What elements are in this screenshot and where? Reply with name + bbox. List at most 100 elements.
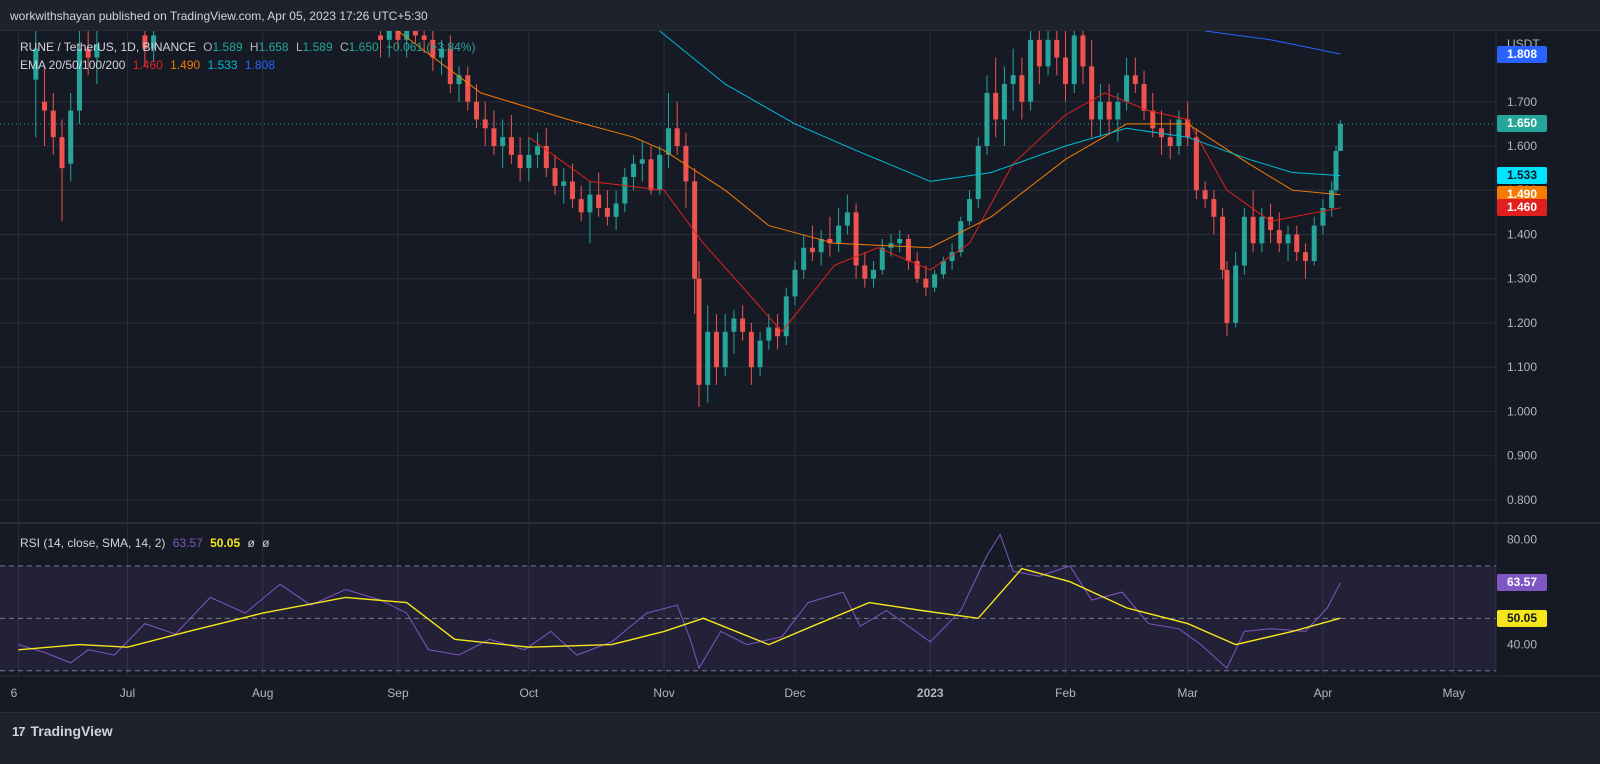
candle-body [967, 199, 973, 222]
y-tick-label: 1.600 [1507, 139, 1537, 153]
candle-body [923, 278, 929, 288]
candle-body [517, 154, 523, 169]
candle-body [757, 340, 763, 368]
candle-body [1150, 110, 1156, 129]
candle-body [1268, 216, 1274, 231]
candle-body [543, 146, 549, 169]
footer: 17 TradingView [0, 712, 1600, 764]
candle-body [1089, 66, 1095, 120]
candle-body [836, 225, 842, 244]
candle-body [914, 261, 920, 279]
candle-body [1233, 265, 1239, 323]
candle-body [1080, 35, 1086, 67]
candle-body [674, 128, 680, 147]
candle-body [1036, 39, 1042, 67]
candle-body [1054, 39, 1060, 58]
candles-group [33, 31, 1343, 407]
x-tick-label: Jul [120, 686, 135, 700]
candle-body [1124, 75, 1130, 102]
candle-body [1320, 207, 1326, 226]
low-value: 1.589 [302, 40, 333, 54]
candle-body [897, 238, 903, 244]
candle-body [1337, 123, 1343, 151]
x-tick-label: Oct [520, 686, 539, 700]
candle-body [1115, 101, 1121, 120]
candle-body [500, 137, 506, 147]
y-tick-label: 1.000 [1507, 404, 1537, 418]
candle-body [68, 110, 74, 164]
rsi-tag: 63.57 [1497, 574, 1547, 592]
candle-body [1019, 75, 1025, 102]
candle-body [491, 128, 497, 147]
candle-body [613, 203, 619, 217]
candle-body [801, 247, 807, 270]
candle-body [378, 35, 383, 40]
y-tick-label: 1.700 [1507, 95, 1537, 109]
rsi-value: 63.57 [172, 536, 203, 550]
ema20-value: 1.460 [132, 58, 163, 72]
candle-body [1202, 190, 1208, 200]
candle-body [50, 110, 56, 138]
candle-body [561, 181, 567, 186]
candle-body [665, 128, 671, 155]
price-chart[interactable]: 6 Jul Aug Sep Oct Nov Dec 2023 Feb Mar Apr May 0.800… [0, 0, 1600, 712]
candle-body [1106, 101, 1112, 120]
candle-body [949, 252, 955, 262]
rsi-label: RSI (14, close, SMA, 14, 2) [20, 536, 166, 550]
y-tick-label: 1.100 [1507, 360, 1537, 374]
candle-body [740, 318, 746, 332]
candle-body [1329, 190, 1335, 208]
candle-body [42, 101, 48, 111]
x-tick-label: Dec [784, 686, 805, 700]
symbol-name: RUNE / TetherUS, 1D, BINANCE [20, 40, 196, 54]
candle-body [713, 331, 719, 368]
chart-frame [0, 30, 1600, 712]
candle-body [1193, 137, 1199, 191]
candle-body [482, 119, 488, 129]
rsi-line [18, 533, 1341, 670]
candle-body [932, 274, 938, 288]
candle-body [587, 194, 593, 213]
candle-body [85, 48, 91, 58]
candle-body [792, 269, 798, 297]
candle-body [657, 154, 663, 191]
candle-body [783, 296, 789, 337]
candle-body [395, 31, 401, 40]
high-label: H [249, 40, 259, 54]
candle-body [1097, 101, 1103, 120]
candle-body [993, 92, 999, 120]
candle-body [1071, 35, 1077, 85]
candle-body [151, 35, 157, 49]
candle-body [596, 194, 602, 208]
candle-body [940, 261, 946, 275]
publisher-text: workwithshayan published on TradingView.… [10, 9, 428, 23]
ema200-value: 1.808 [244, 58, 275, 72]
candle-body [622, 176, 628, 204]
candle-body [692, 181, 698, 279]
candle-body [1250, 216, 1256, 244]
price-tag: 1.533 [1497, 167, 1547, 185]
candle-body [639, 159, 645, 164]
candle-body [1224, 269, 1230, 323]
candle-body [439, 48, 445, 58]
candle-body [1211, 199, 1217, 217]
tradingview-brand[interactable]: 17 TradingView [12, 723, 113, 739]
candle-body [631, 163, 637, 177]
candle-body [648, 159, 654, 191]
candle-body [775, 327, 781, 337]
ema-label: EMA 20/50/100/200 [20, 58, 126, 72]
candle-body [1333, 150, 1339, 191]
candle-body [473, 101, 479, 120]
candle-body [1311, 225, 1317, 262]
y-tick-label: 1.400 [1507, 227, 1537, 241]
rsi-na-2: ø [262, 536, 270, 550]
candle-body [958, 221, 964, 253]
candle-body [465, 75, 471, 102]
y-tick-label: 1.200 [1507, 316, 1537, 330]
candle-body [827, 238, 833, 244]
open-label: O [203, 40, 213, 54]
rsi-na-1: ø [247, 536, 255, 550]
rsi-tick-label: 80.00 [1507, 533, 1537, 547]
candle-body [1167, 137, 1173, 147]
candle-body [447, 48, 453, 85]
